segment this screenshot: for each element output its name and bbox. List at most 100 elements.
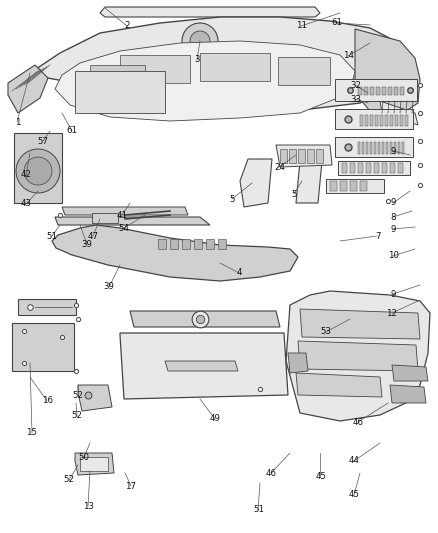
- Polygon shape: [366, 142, 368, 154]
- Text: 53: 53: [321, 327, 332, 336]
- Polygon shape: [288, 353, 308, 373]
- Polygon shape: [280, 149, 287, 163]
- Text: 61: 61: [67, 126, 78, 134]
- Text: 1: 1: [15, 118, 20, 127]
- Polygon shape: [170, 239, 178, 249]
- Polygon shape: [365, 115, 368, 126]
- Polygon shape: [382, 87, 386, 95]
- Text: 13: 13: [83, 502, 94, 511]
- Text: 4: 4: [237, 269, 242, 277]
- Polygon shape: [402, 142, 404, 154]
- Text: 17: 17: [125, 482, 136, 490]
- Polygon shape: [398, 163, 403, 173]
- Text: 42: 42: [21, 171, 32, 179]
- Text: 39: 39: [103, 282, 114, 291]
- Polygon shape: [130, 311, 280, 327]
- Polygon shape: [278, 57, 330, 85]
- Text: 47: 47: [87, 232, 99, 240]
- Polygon shape: [75, 71, 165, 113]
- Polygon shape: [326, 179, 384, 193]
- Polygon shape: [358, 163, 363, 173]
- Polygon shape: [90, 65, 145, 93]
- Polygon shape: [335, 109, 413, 129]
- Polygon shape: [75, 453, 114, 475]
- Polygon shape: [394, 87, 398, 95]
- Text: 9: 9: [391, 225, 396, 233]
- Text: 2: 2: [124, 21, 130, 30]
- Polygon shape: [80, 457, 108, 471]
- Text: 16: 16: [42, 397, 53, 405]
- Polygon shape: [375, 115, 378, 126]
- Text: 9: 9: [391, 198, 396, 207]
- Polygon shape: [194, 239, 202, 249]
- Text: 12: 12: [386, 309, 398, 318]
- Polygon shape: [366, 163, 371, 173]
- Text: 8: 8: [391, 213, 396, 222]
- Circle shape: [16, 149, 60, 193]
- Text: 9: 9: [391, 290, 396, 298]
- Text: 3: 3: [194, 55, 200, 64]
- Polygon shape: [386, 142, 388, 154]
- Polygon shape: [289, 149, 296, 163]
- Text: 61: 61: [331, 18, 342, 27]
- Polygon shape: [30, 17, 400, 109]
- Polygon shape: [158, 239, 166, 249]
- Text: 5: 5: [292, 190, 297, 198]
- Polygon shape: [370, 142, 372, 154]
- Polygon shape: [370, 87, 374, 95]
- Polygon shape: [120, 55, 190, 83]
- Polygon shape: [390, 163, 395, 173]
- Text: 49: 49: [209, 415, 220, 423]
- Text: 54: 54: [118, 224, 130, 232]
- Text: 50: 50: [78, 453, 90, 462]
- Polygon shape: [298, 341, 418, 371]
- Text: 10: 10: [388, 252, 399, 260]
- Polygon shape: [390, 115, 393, 126]
- Polygon shape: [14, 133, 62, 203]
- Polygon shape: [370, 115, 373, 126]
- Polygon shape: [55, 217, 210, 225]
- Polygon shape: [380, 101, 418, 125]
- Text: 51: 51: [46, 232, 57, 240]
- Text: 39: 39: [81, 240, 92, 248]
- Polygon shape: [355, 29, 420, 115]
- Text: 41: 41: [116, 211, 127, 220]
- Polygon shape: [390, 385, 426, 403]
- Polygon shape: [392, 365, 428, 381]
- Text: 33: 33: [350, 95, 361, 103]
- Polygon shape: [358, 142, 360, 154]
- Text: 46: 46: [265, 469, 276, 478]
- Polygon shape: [92, 213, 118, 223]
- Polygon shape: [100, 7, 320, 17]
- Polygon shape: [335, 79, 417, 101]
- Polygon shape: [374, 142, 376, 154]
- Polygon shape: [62, 207, 188, 215]
- Polygon shape: [340, 181, 347, 191]
- Polygon shape: [330, 181, 337, 191]
- Polygon shape: [55, 41, 355, 121]
- Polygon shape: [350, 163, 355, 173]
- Polygon shape: [400, 115, 403, 126]
- Polygon shape: [338, 161, 410, 175]
- Polygon shape: [316, 149, 323, 163]
- Polygon shape: [362, 142, 364, 154]
- Text: 11: 11: [296, 21, 307, 30]
- Polygon shape: [382, 163, 387, 173]
- Polygon shape: [378, 142, 380, 154]
- Polygon shape: [390, 142, 392, 154]
- Text: 15: 15: [26, 429, 37, 437]
- Polygon shape: [200, 53, 270, 81]
- Polygon shape: [342, 163, 347, 173]
- Polygon shape: [296, 161, 322, 203]
- Polygon shape: [276, 145, 332, 167]
- Text: 44: 44: [348, 456, 360, 465]
- Text: 51: 51: [253, 505, 264, 514]
- Polygon shape: [78, 385, 112, 411]
- Text: 45: 45: [348, 490, 360, 499]
- Text: 32: 32: [350, 81, 361, 90]
- Polygon shape: [376, 87, 380, 95]
- Polygon shape: [182, 239, 190, 249]
- Polygon shape: [165, 361, 238, 371]
- Polygon shape: [335, 137, 413, 157]
- Polygon shape: [380, 115, 383, 126]
